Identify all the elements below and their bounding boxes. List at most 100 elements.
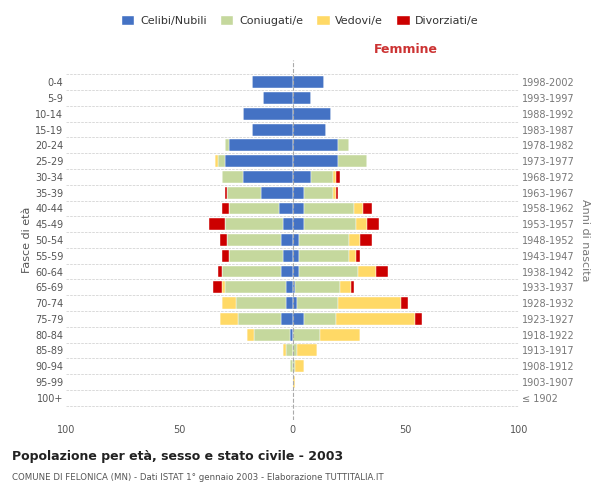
Bar	[281, 234, 293, 246]
Bar	[281, 313, 293, 325]
Bar	[333, 187, 335, 198]
Bar	[227, 234, 281, 246]
Bar	[293, 124, 326, 136]
Bar	[295, 360, 304, 372]
Bar	[293, 282, 295, 293]
Bar	[252, 76, 293, 88]
Bar	[224, 218, 283, 230]
Bar	[290, 360, 293, 372]
Bar	[293, 376, 295, 388]
Bar	[293, 234, 299, 246]
Bar	[295, 282, 340, 293]
Bar	[361, 234, 372, 246]
Bar	[224, 187, 227, 198]
Bar	[293, 187, 304, 198]
Y-axis label: Fasce di età: Fasce di età	[22, 207, 32, 273]
Bar	[229, 140, 293, 151]
Bar	[293, 344, 297, 356]
Bar	[335, 171, 340, 183]
Y-axis label: Anni di nascita: Anni di nascita	[580, 198, 590, 281]
Bar	[224, 140, 229, 151]
Bar	[293, 360, 295, 372]
Bar	[220, 234, 227, 246]
Bar	[254, 328, 290, 340]
Legend: Celibi/Nubili, Coniugati/e, Vedovi/e, Divorziati/e: Celibi/Nubili, Coniugati/e, Vedovi/e, Di…	[117, 10, 483, 30]
Bar	[224, 155, 293, 167]
Bar	[297, 297, 338, 309]
Bar	[286, 344, 293, 356]
Bar	[283, 250, 293, 262]
Bar	[376, 266, 388, 278]
Bar	[279, 202, 293, 214]
Bar	[213, 282, 222, 293]
Bar	[293, 155, 338, 167]
Bar	[293, 140, 338, 151]
Bar	[242, 171, 293, 183]
Bar	[293, 202, 304, 214]
Bar	[218, 155, 224, 167]
Bar	[220, 313, 238, 325]
Bar	[242, 108, 293, 120]
Bar	[222, 202, 229, 214]
Bar	[293, 92, 311, 104]
Bar	[222, 282, 224, 293]
Bar	[293, 76, 324, 88]
Bar	[222, 171, 242, 183]
Bar	[304, 187, 333, 198]
Bar	[293, 297, 297, 309]
Text: COMUNE DI FELONICA (MN) - Dati ISTAT 1° gennaio 2003 - Elaborazione TUTTITALIA.I: COMUNE DI FELONICA (MN) - Dati ISTAT 1° …	[12, 472, 383, 482]
Bar	[252, 124, 293, 136]
Bar	[283, 218, 293, 230]
Bar	[229, 202, 279, 214]
Bar	[356, 250, 361, 262]
Bar	[299, 250, 349, 262]
Bar	[209, 218, 224, 230]
Bar	[293, 313, 304, 325]
Bar	[338, 140, 349, 151]
Bar	[338, 155, 367, 167]
Bar	[224, 282, 286, 293]
Bar	[320, 328, 361, 340]
Bar	[281, 266, 293, 278]
Bar	[247, 328, 254, 340]
Text: Femmine: Femmine	[374, 44, 438, 57]
Bar	[293, 266, 299, 278]
Bar	[349, 234, 361, 246]
Bar	[236, 297, 286, 309]
Bar	[356, 218, 367, 230]
Bar	[222, 250, 229, 262]
Bar	[367, 218, 379, 230]
Bar	[229, 250, 283, 262]
Bar	[290, 328, 293, 340]
Bar	[415, 313, 422, 325]
Bar	[227, 187, 261, 198]
Bar	[293, 171, 311, 183]
Bar	[335, 187, 338, 198]
Bar	[358, 266, 376, 278]
Bar	[304, 313, 335, 325]
Bar	[299, 234, 349, 246]
Bar	[293, 328, 320, 340]
Bar	[283, 344, 286, 356]
Bar	[363, 202, 372, 214]
Bar	[218, 266, 222, 278]
Bar	[340, 282, 352, 293]
Bar	[222, 266, 281, 278]
Bar	[335, 313, 415, 325]
Bar	[353, 202, 363, 214]
Bar	[349, 250, 356, 262]
Bar	[311, 171, 333, 183]
Bar	[263, 92, 293, 104]
Bar	[215, 155, 218, 167]
Bar	[222, 297, 236, 309]
Bar	[297, 344, 317, 356]
Bar	[286, 282, 293, 293]
Text: Popolazione per età, sesso e stato civile - 2003: Popolazione per età, sesso e stato civil…	[12, 450, 343, 463]
Bar	[304, 218, 356, 230]
Bar	[352, 282, 353, 293]
Bar	[304, 202, 353, 214]
Bar	[333, 171, 335, 183]
Bar	[338, 297, 401, 309]
Bar	[261, 187, 293, 198]
Bar	[238, 313, 281, 325]
